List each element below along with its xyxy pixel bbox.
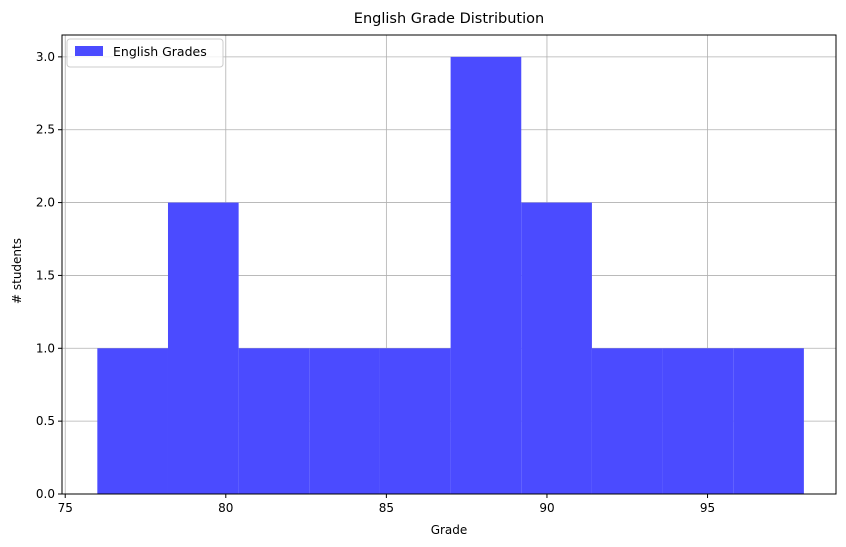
x-axis-ticks: 75 80 85 90 95 [58,494,715,515]
chart-title: English Grade Distribution [354,11,544,27]
y-tick-label: 2.5 [36,123,55,137]
y-tick-label: 1.0 [36,341,55,355]
histogram-bar [733,348,804,494]
legend-box [66,38,224,68]
histogram-bar [591,348,663,494]
y-tick-label: 0.0 [36,487,55,501]
y-tick-label: 0.5 [36,414,55,428]
x-tick-label: 80 [218,501,233,515]
legend-swatch [75,46,103,56]
y-tick-label: 1.5 [36,268,55,282]
histogram-bars [97,56,804,495]
y-axis-ticks: 0.0 0.5 1.0 1.5 2.0 2.5 3.0 [36,50,62,501]
x-tick-label: 75 [58,501,73,515]
histogram-bar [379,348,451,494]
histogram-bar [309,348,380,494]
legend-label: English Grades [113,44,207,59]
x-axis-label: Grade [431,523,468,537]
x-tick-label: 95 [700,501,715,515]
plot-frame [61,34,837,495]
histogram-bar [167,202,239,495]
histogram-bar [662,348,734,494]
x-tick-label: 90 [539,501,554,515]
histogram-bar [97,348,168,494]
histogram-bar [238,348,310,494]
y-tick-label: 2.0 [36,196,55,210]
histogram-bar [450,56,522,494]
x-tick-label: 85 [379,501,394,515]
y-axis-label: # students [10,238,24,304]
legend: English Grades [66,38,224,68]
y-tick-label: 3.0 [36,50,55,64]
histogram-bar [521,202,592,495]
